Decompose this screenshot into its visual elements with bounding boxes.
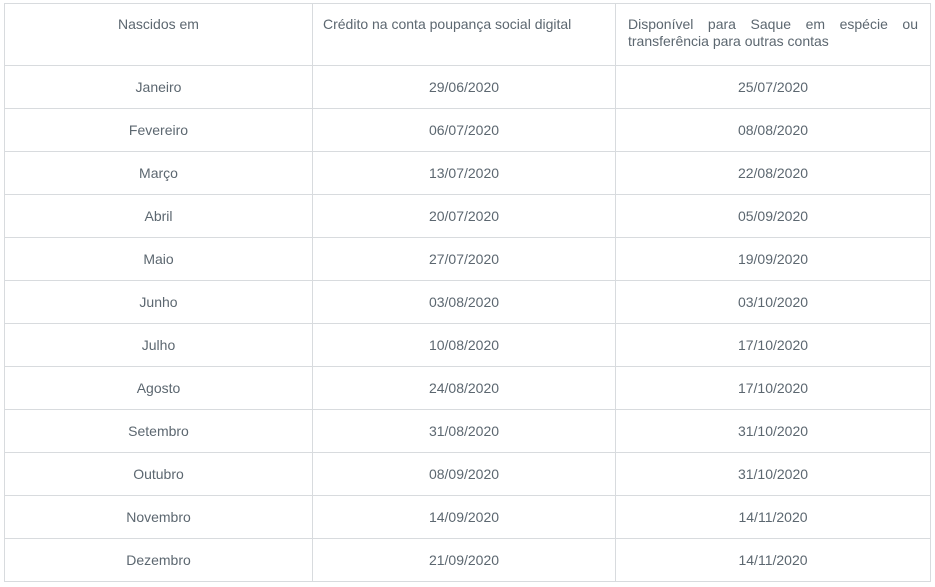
credit-date-cell: 03/08/2020 bbox=[312, 280, 616, 324]
header-disponivel-saque: Disponível para Saque em espécie ou tran… bbox=[615, 3, 931, 66]
credit-date-cell: 21/09/2020 bbox=[312, 538, 616, 582]
month-cell: Setembro bbox=[4, 409, 313, 453]
table-row: Novembro 14/09/2020 14/11/2020 bbox=[4, 495, 931, 539]
table-row: Setembro 31/08/2020 31/10/2020 bbox=[4, 409, 931, 453]
table-header: Nascidos em Crédito na conta poupança so… bbox=[4, 3, 931, 66]
table-row: Junho 03/08/2020 03/10/2020 bbox=[4, 280, 931, 324]
withdraw-date-cell: 17/10/2020 bbox=[615, 323, 931, 367]
month-cell: Dezembro bbox=[4, 538, 313, 582]
table-row: Agosto 24/08/2020 17/10/2020 bbox=[4, 366, 931, 410]
credit-date-cell: 27/07/2020 bbox=[312, 237, 616, 281]
header-credito-conta: Crédito na conta poupança social digital bbox=[312, 3, 616, 66]
month-cell: Outubro bbox=[4, 452, 313, 496]
withdraw-date-cell: 31/10/2020 bbox=[615, 452, 931, 496]
credit-date-cell: 29/06/2020 bbox=[312, 65, 616, 109]
header-row: Nascidos em Crédito na conta poupança so… bbox=[4, 3, 931, 66]
table-row: Maio 27/07/2020 19/09/2020 bbox=[4, 237, 931, 281]
withdraw-date-cell: 22/08/2020 bbox=[615, 151, 931, 195]
withdraw-date-cell: 08/08/2020 bbox=[615, 108, 931, 152]
credit-date-cell: 31/08/2020 bbox=[312, 409, 616, 453]
month-cell: Novembro bbox=[4, 495, 313, 539]
table-row: Julho 10/08/2020 17/10/2020 bbox=[4, 323, 931, 367]
month-cell: Janeiro bbox=[4, 65, 313, 109]
month-cell: Julho bbox=[4, 323, 313, 367]
withdraw-date-cell: 14/11/2020 bbox=[615, 538, 931, 582]
table-row: Março 13/07/2020 22/08/2020 bbox=[4, 151, 931, 195]
table-body: Janeiro 29/06/2020 25/07/2020 Fevereiro … bbox=[4, 65, 931, 582]
header-nascidos-em: Nascidos em bbox=[4, 3, 313, 66]
credit-date-cell: 13/07/2020 bbox=[312, 151, 616, 195]
month-cell: Maio bbox=[4, 237, 313, 281]
table-row: Fevereiro 06/07/2020 08/08/2020 bbox=[4, 108, 931, 152]
withdraw-date-cell: 05/09/2020 bbox=[615, 194, 931, 238]
credit-date-cell: 20/07/2020 bbox=[312, 194, 616, 238]
withdraw-date-cell: 17/10/2020 bbox=[615, 366, 931, 410]
month-cell: Fevereiro bbox=[4, 108, 313, 152]
withdraw-date-cell: 03/10/2020 bbox=[615, 280, 931, 324]
withdraw-date-cell: 25/07/2020 bbox=[615, 65, 931, 109]
withdraw-date-cell: 14/11/2020 bbox=[615, 495, 931, 539]
table-row: Outubro 08/09/2020 31/10/2020 bbox=[4, 452, 931, 496]
table-row: Dezembro 21/09/2020 14/11/2020 bbox=[4, 538, 931, 582]
credit-date-cell: 08/09/2020 bbox=[312, 452, 616, 496]
month-cell: Agosto bbox=[4, 366, 313, 410]
credit-date-cell: 06/07/2020 bbox=[312, 108, 616, 152]
withdraw-date-cell: 31/10/2020 bbox=[615, 409, 931, 453]
credit-date-cell: 14/09/2020 bbox=[312, 495, 616, 539]
month-cell: Março bbox=[4, 151, 313, 195]
withdraw-date-cell: 19/09/2020 bbox=[615, 237, 931, 281]
table-row: Abril 20/07/2020 05/09/2020 bbox=[4, 194, 931, 238]
payment-schedule-table: Nascidos em Crédito na conta poupança so… bbox=[4, 3, 931, 582]
month-cell: Abril bbox=[4, 194, 313, 238]
credit-date-cell: 24/08/2020 bbox=[312, 366, 616, 410]
credit-date-cell: 10/08/2020 bbox=[312, 323, 616, 367]
month-cell: Junho bbox=[4, 280, 313, 324]
table-row: Janeiro 29/06/2020 25/07/2020 bbox=[4, 65, 931, 109]
